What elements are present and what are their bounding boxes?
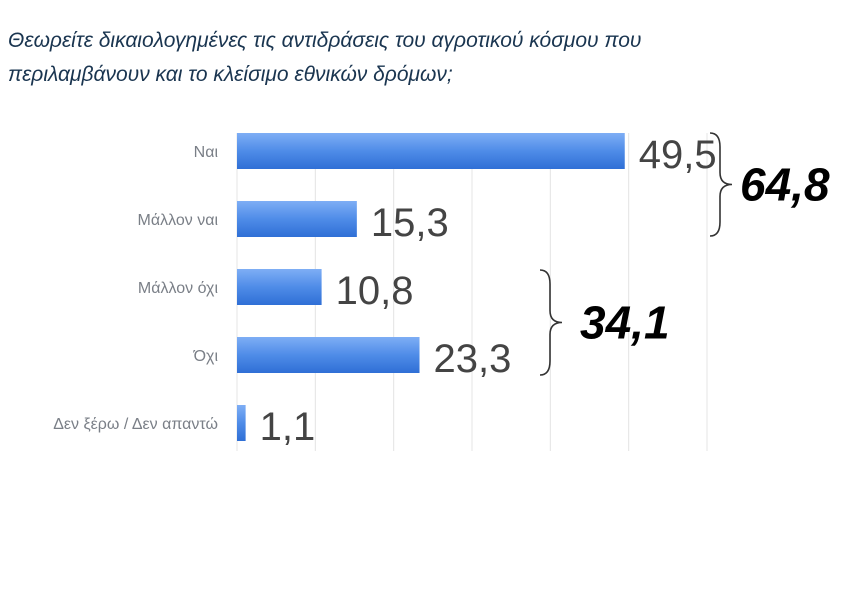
group-total-label: 34,1 xyxy=(580,297,670,349)
value-label: 23,3 xyxy=(434,337,512,381)
category-label: Ναι xyxy=(194,144,219,161)
group-brace xyxy=(709,132,733,237)
value-label: 10,8 xyxy=(336,269,414,313)
group-brace xyxy=(539,269,563,376)
category-labels: Ναι Μάλλον ναι Μάλλον όχι Όχι Δεν ξέρω / Δεν… xyxy=(53,144,218,433)
bar xyxy=(237,201,357,237)
value-label: 15,3 xyxy=(371,201,449,245)
chart-title: Θεωρείτε δικαιολογημένες τις αντιδράσεις… xyxy=(8,24,828,92)
chart-title-line-2: περιλαμβάνουν και το κλείσιμο εθνικών δρ… xyxy=(8,63,453,86)
bar xyxy=(237,337,420,373)
value-labels: 49,5 15,3 10,8 23,3 1,1 xyxy=(260,133,717,449)
bars xyxy=(237,133,625,441)
group-total-label: 64,8 xyxy=(740,159,830,211)
bar xyxy=(237,269,322,305)
bar xyxy=(237,405,246,441)
bar xyxy=(237,133,625,169)
category-label: Μάλλον ναι xyxy=(138,212,219,229)
category-label: Μάλλον όχι xyxy=(138,280,219,297)
grid-lines xyxy=(236,133,708,451)
group-totals: 64,8 34,1 xyxy=(539,132,830,376)
value-label: 49,5 xyxy=(639,133,717,177)
chart-title-line-1: Θεωρείτε δικαιολογημένες τις αντιδράσεις… xyxy=(8,29,642,52)
category-label: Δεν ξέρω / Δεν απαντώ xyxy=(53,416,218,433)
value-label: 1,1 xyxy=(260,405,316,449)
category-label: Όχι xyxy=(193,348,219,365)
